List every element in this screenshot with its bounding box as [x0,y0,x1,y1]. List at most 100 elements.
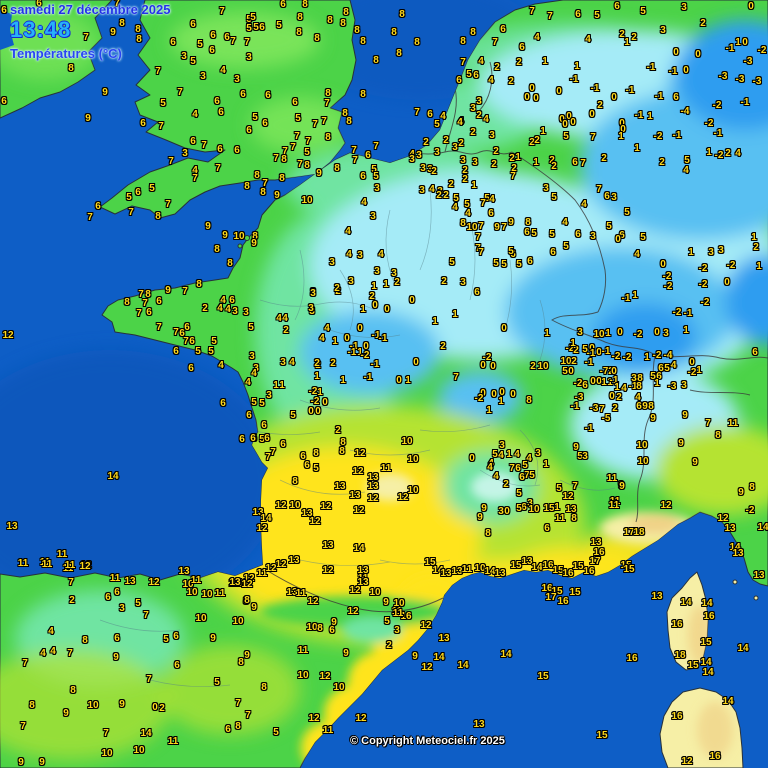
station-temp: 5 [563,241,569,252]
station-temp: 6 [264,433,270,444]
station-temp: 5 [250,12,256,23]
station-temp: 6 [365,150,371,161]
station-temp: 8 [360,89,366,100]
station-temp: 10 [401,436,413,447]
station-temp: 8 [648,401,654,412]
station-temp: 2 [462,174,468,185]
station-temp: 3 [489,130,495,141]
station-temp: 15 [569,587,581,598]
station-temp: 7 [87,212,93,223]
station-temp: 5 [195,346,201,357]
station-temp: 0 [504,506,510,517]
station-temp: 13 [651,591,663,602]
station-temp: 5 [449,257,455,268]
station-temp: 2 [159,703,165,714]
station-temp: 13 [367,481,379,492]
station-temp: 8 [261,682,267,693]
station-temp: 4 [319,333,325,344]
station-temp: 0 [748,1,754,12]
station-temp: -2 [573,378,583,389]
station-temp: 4 [324,323,330,334]
station-temp: 7 [282,146,288,157]
station-temp: 3 [419,185,425,196]
station-temp: 15 [700,637,712,648]
station-temp: 11 [41,559,53,570]
station-temp: 6 [262,118,268,129]
station-temp: 6 [658,363,664,374]
station-temp: -1 [625,85,635,96]
station-temp: 3 [310,287,316,298]
station-temp: 6 [265,90,271,101]
station-temp: 9 [165,285,171,296]
station-temp: 10 [289,500,301,511]
station-temp: 13 [334,481,346,492]
station-temp: 9 [494,222,500,233]
station-temp: 1 [570,338,576,349]
station-temp: 0 [533,93,539,104]
station-temp: 6 [184,322,190,333]
station-temp: 15 [551,586,563,597]
station-temp: 8 [238,657,244,668]
station-temp: 16 [593,547,605,558]
station-temp: 6 [575,9,581,20]
station-temp: 16 [709,751,721,762]
station-temp: 14 [500,649,512,660]
station-temp: 2 [491,159,497,170]
station-temp: 8 [340,437,346,448]
station-temp: 11 [297,645,309,656]
station-temp: 3 [409,154,415,165]
station-temp: 6 [619,230,625,241]
station-temp: 8 [360,36,366,47]
station-temp: 6 [36,0,42,9]
station-temp: 5 [149,183,155,194]
station-temp: 2 [619,29,625,40]
station-temp: 6 [510,249,516,260]
station-temp: 5 [373,171,379,182]
station-temp: 5 [516,259,522,270]
station-temp: 10 [297,670,309,681]
station-temp: 9 [692,457,698,468]
station-temp: 5 [163,634,169,645]
station-temp: 1 [533,157,539,168]
station-temp: -1 [590,83,600,94]
station-temp: 3 [427,164,433,175]
station-temp: 7 [103,728,109,739]
station-temp: 11 [56,549,68,560]
station-temp: 15 [510,560,522,571]
station-temp: 13 [473,719,485,730]
station-temp: 8 [70,685,76,696]
station-temp: 3 [470,103,476,114]
station-temp: 2 [725,148,731,159]
station-temp: 3 [631,373,637,384]
station-temp: 1 [515,152,521,163]
station-temp: 6 [300,451,306,462]
station-temp: 14 [701,598,713,609]
station-temp: 7 [244,37,250,48]
station-temp: 4 [483,114,489,125]
station-temp: 6 [515,463,521,474]
station-temp: 4 [345,226,351,237]
station-temp: 10 [333,682,345,693]
station-temp: 3 [708,247,714,258]
station-temp: 7 [136,308,142,319]
station-temp: 11 [39,557,51,568]
station-temp: 5 [251,397,257,408]
station-temp: 0 [617,327,623,338]
station-temp: 2 [443,135,449,146]
station-temp: 8 [571,513,577,524]
station-temp: -2 [672,307,682,318]
station-temp: 0 [724,277,730,288]
station-temp: 6 [1,96,7,107]
station-temp: 13 [357,577,369,588]
station-temp: 11 [109,573,121,584]
station-temp: 6 [521,502,527,513]
station-temp: 5 [135,598,141,609]
station-temp: 14 [737,643,749,654]
station-temp: -1 [570,401,580,412]
station-temp: 8 [346,116,352,127]
station-temp: 7 [524,470,530,481]
station-temp: 6 [105,592,111,603]
station-temp: 7 [352,155,358,166]
station-temp: 15 [424,557,436,568]
